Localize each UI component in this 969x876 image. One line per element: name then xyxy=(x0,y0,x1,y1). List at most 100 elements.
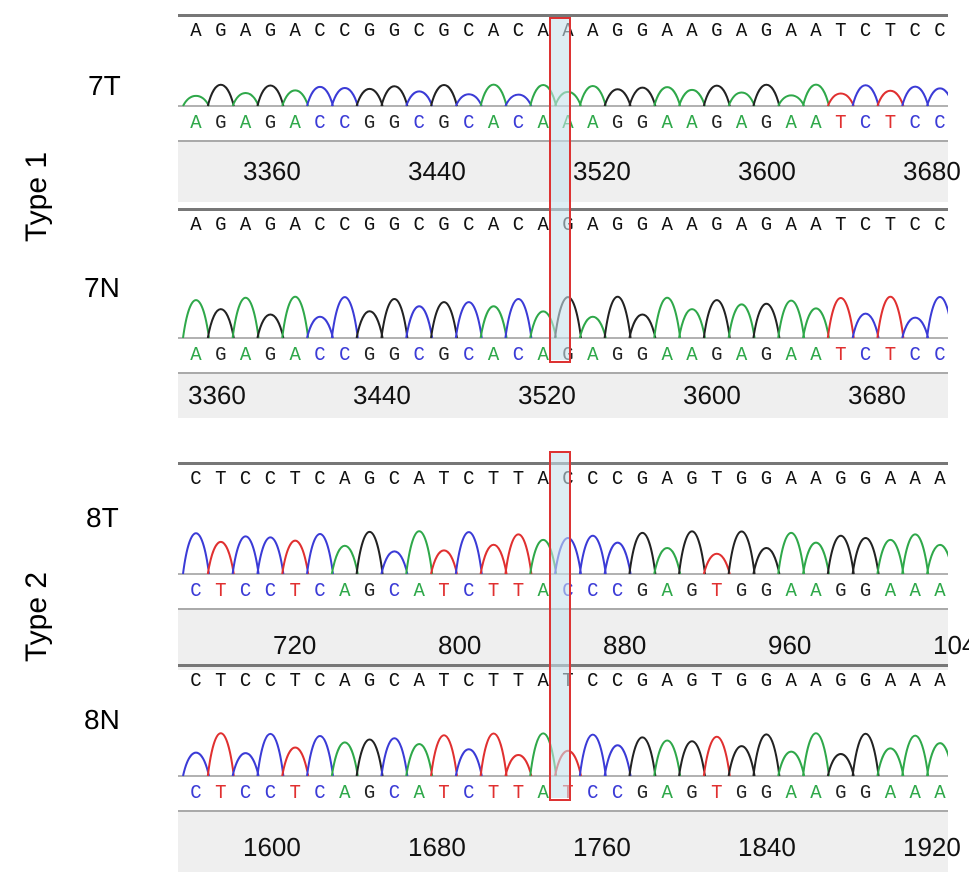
axis-rule xyxy=(178,810,948,812)
called-base: A xyxy=(735,20,748,42)
trace-peak xyxy=(802,307,830,339)
base-call: C xyxy=(388,782,401,804)
trace-peak xyxy=(206,732,235,777)
trace-peak xyxy=(851,732,880,777)
called-base: C xyxy=(909,214,921,236)
base-call: C xyxy=(339,344,351,366)
trace-peak xyxy=(256,313,285,339)
base-call: A xyxy=(810,580,822,602)
called-base: C xyxy=(264,468,277,490)
axis-tick-label: 1920 xyxy=(903,832,961,862)
called-base: G xyxy=(760,20,773,42)
base-call: T xyxy=(711,580,723,602)
base-call: A xyxy=(884,782,897,804)
base-call: A xyxy=(661,112,673,134)
called-base: G xyxy=(636,214,649,236)
axis-tick-label: 1760 xyxy=(573,832,631,862)
trace-peak xyxy=(876,295,905,339)
called-base: A xyxy=(339,670,351,692)
called-base: C xyxy=(859,20,872,42)
trace-peak xyxy=(182,299,210,339)
base-call: T xyxy=(438,580,450,602)
called-base: G xyxy=(760,468,773,490)
called-base: T xyxy=(215,468,227,490)
base-call: G xyxy=(859,782,872,804)
called-base: A xyxy=(537,214,549,236)
base-call: G xyxy=(760,580,773,602)
base-call: A xyxy=(735,344,748,366)
base-call: G xyxy=(264,112,277,134)
axis-tick-label: 3360 xyxy=(243,156,301,186)
base-call: A xyxy=(239,344,252,366)
base-call: T xyxy=(884,344,897,366)
base-call: C xyxy=(859,344,872,366)
called-base: C xyxy=(463,20,475,42)
base-call: G xyxy=(611,112,624,134)
base-call: G xyxy=(363,782,376,804)
base-call: G xyxy=(388,112,401,134)
base-call: G xyxy=(760,344,773,366)
base-call: A xyxy=(339,782,351,804)
called-base: C xyxy=(314,670,326,692)
trace-peak xyxy=(802,732,830,777)
called-base: G xyxy=(611,214,624,236)
called-base: A xyxy=(909,468,921,490)
trace-peak xyxy=(355,87,384,107)
called-base: A xyxy=(289,214,301,236)
called-base: C xyxy=(413,214,425,236)
base-call: C xyxy=(587,782,599,804)
trace-peak xyxy=(603,295,632,339)
called-base: G xyxy=(711,214,723,236)
base-call: C xyxy=(190,580,202,602)
base-call: C xyxy=(264,782,277,804)
trace-peak xyxy=(454,93,483,107)
base-call: T xyxy=(512,580,525,602)
trace-peak xyxy=(826,753,855,777)
trace-peak xyxy=(231,297,260,339)
trace-peak xyxy=(504,298,533,339)
sample-label-8N: 8N xyxy=(84,704,120,735)
called-base: A xyxy=(785,670,797,692)
base-call: T xyxy=(711,782,723,804)
called-base: A xyxy=(686,214,698,236)
base-call: G xyxy=(363,344,376,366)
called-base: A xyxy=(785,20,797,42)
called-base: C xyxy=(339,20,351,42)
called-base: T xyxy=(487,468,500,490)
trace-peak xyxy=(454,301,483,339)
base-call: G xyxy=(735,782,748,804)
base-call: T xyxy=(289,782,301,804)
called-base: C xyxy=(190,670,202,692)
called-base: T xyxy=(512,670,525,692)
trace-peak xyxy=(603,88,632,107)
called-base: A xyxy=(810,468,822,490)
base-call: T xyxy=(215,782,227,804)
trace-peak xyxy=(901,316,930,339)
called-base: G xyxy=(388,214,401,236)
trace-peak xyxy=(926,295,948,339)
called-base: G xyxy=(711,20,723,42)
trace-peak xyxy=(727,303,756,339)
trace-peak xyxy=(901,533,930,575)
trace-peak xyxy=(306,533,334,575)
base-call: C xyxy=(909,112,921,134)
called-base: A xyxy=(190,20,202,42)
trace-peak xyxy=(603,744,632,777)
trace-peak xyxy=(653,297,682,339)
trace-peak xyxy=(802,541,830,575)
trace-peak xyxy=(430,301,458,339)
base-call: G xyxy=(760,112,773,134)
base-call: A xyxy=(587,344,599,366)
base-call: G xyxy=(363,112,376,134)
base-call: T xyxy=(835,344,847,366)
trace-peak xyxy=(231,535,260,575)
group-label-type2: Type 2 xyxy=(20,571,54,663)
called-base: G xyxy=(636,468,649,490)
trace-peak xyxy=(777,94,806,107)
called-base: G xyxy=(363,214,376,236)
base-call: T xyxy=(884,112,897,134)
called-base: T xyxy=(289,468,301,490)
axis-tick-label: 3600 xyxy=(683,380,741,410)
base-call: A xyxy=(537,344,549,366)
base-call: C xyxy=(934,112,946,134)
